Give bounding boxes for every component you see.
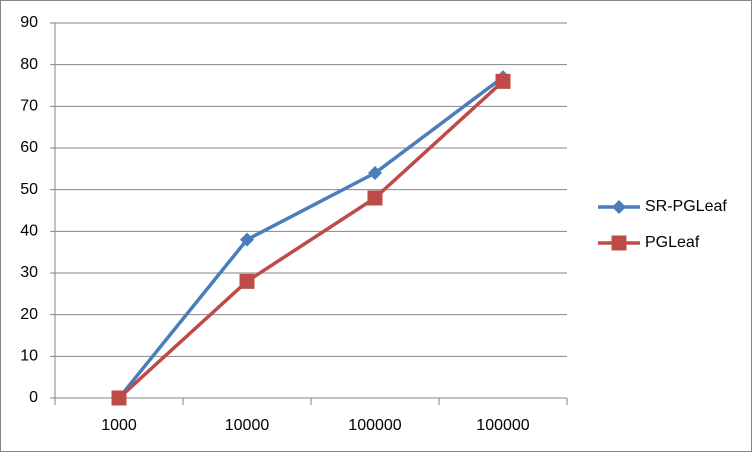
x-tick-label: 10000 (225, 417, 270, 434)
legend-marker (611, 235, 627, 251)
y-tick-label: 50 (20, 181, 38, 198)
legend-label: SR-PGLeaf (645, 198, 727, 215)
point (240, 232, 254, 247)
x-tick-label: 100000 (348, 417, 401, 434)
y-tick-label: 70 (20, 98, 38, 115)
y-tick-label: 90 (20, 14, 38, 31)
y-tick-label: 80 (20, 56, 38, 73)
y-tick-label: 10 (20, 348, 38, 365)
series-line (117, 75, 505, 400)
legend-label: PGLeaf (645, 234, 700, 251)
x-tick-label: 1000 (101, 417, 137, 434)
point (367, 190, 383, 206)
y-tick-label: 40 (20, 223, 38, 240)
y-tick-label: 30 (20, 264, 38, 281)
x-tick-label: 100000 (476, 417, 529, 434)
y-tick-label: 20 (20, 306, 38, 323)
point (495, 73, 511, 89)
series-line (117, 80, 505, 400)
point (368, 166, 382, 180)
y-tick-label: 0 (29, 389, 38, 406)
point (111, 390, 127, 406)
point (239, 273, 255, 289)
legend-marker (612, 200, 626, 214)
y-tick-label: 60 (20, 139, 38, 156)
